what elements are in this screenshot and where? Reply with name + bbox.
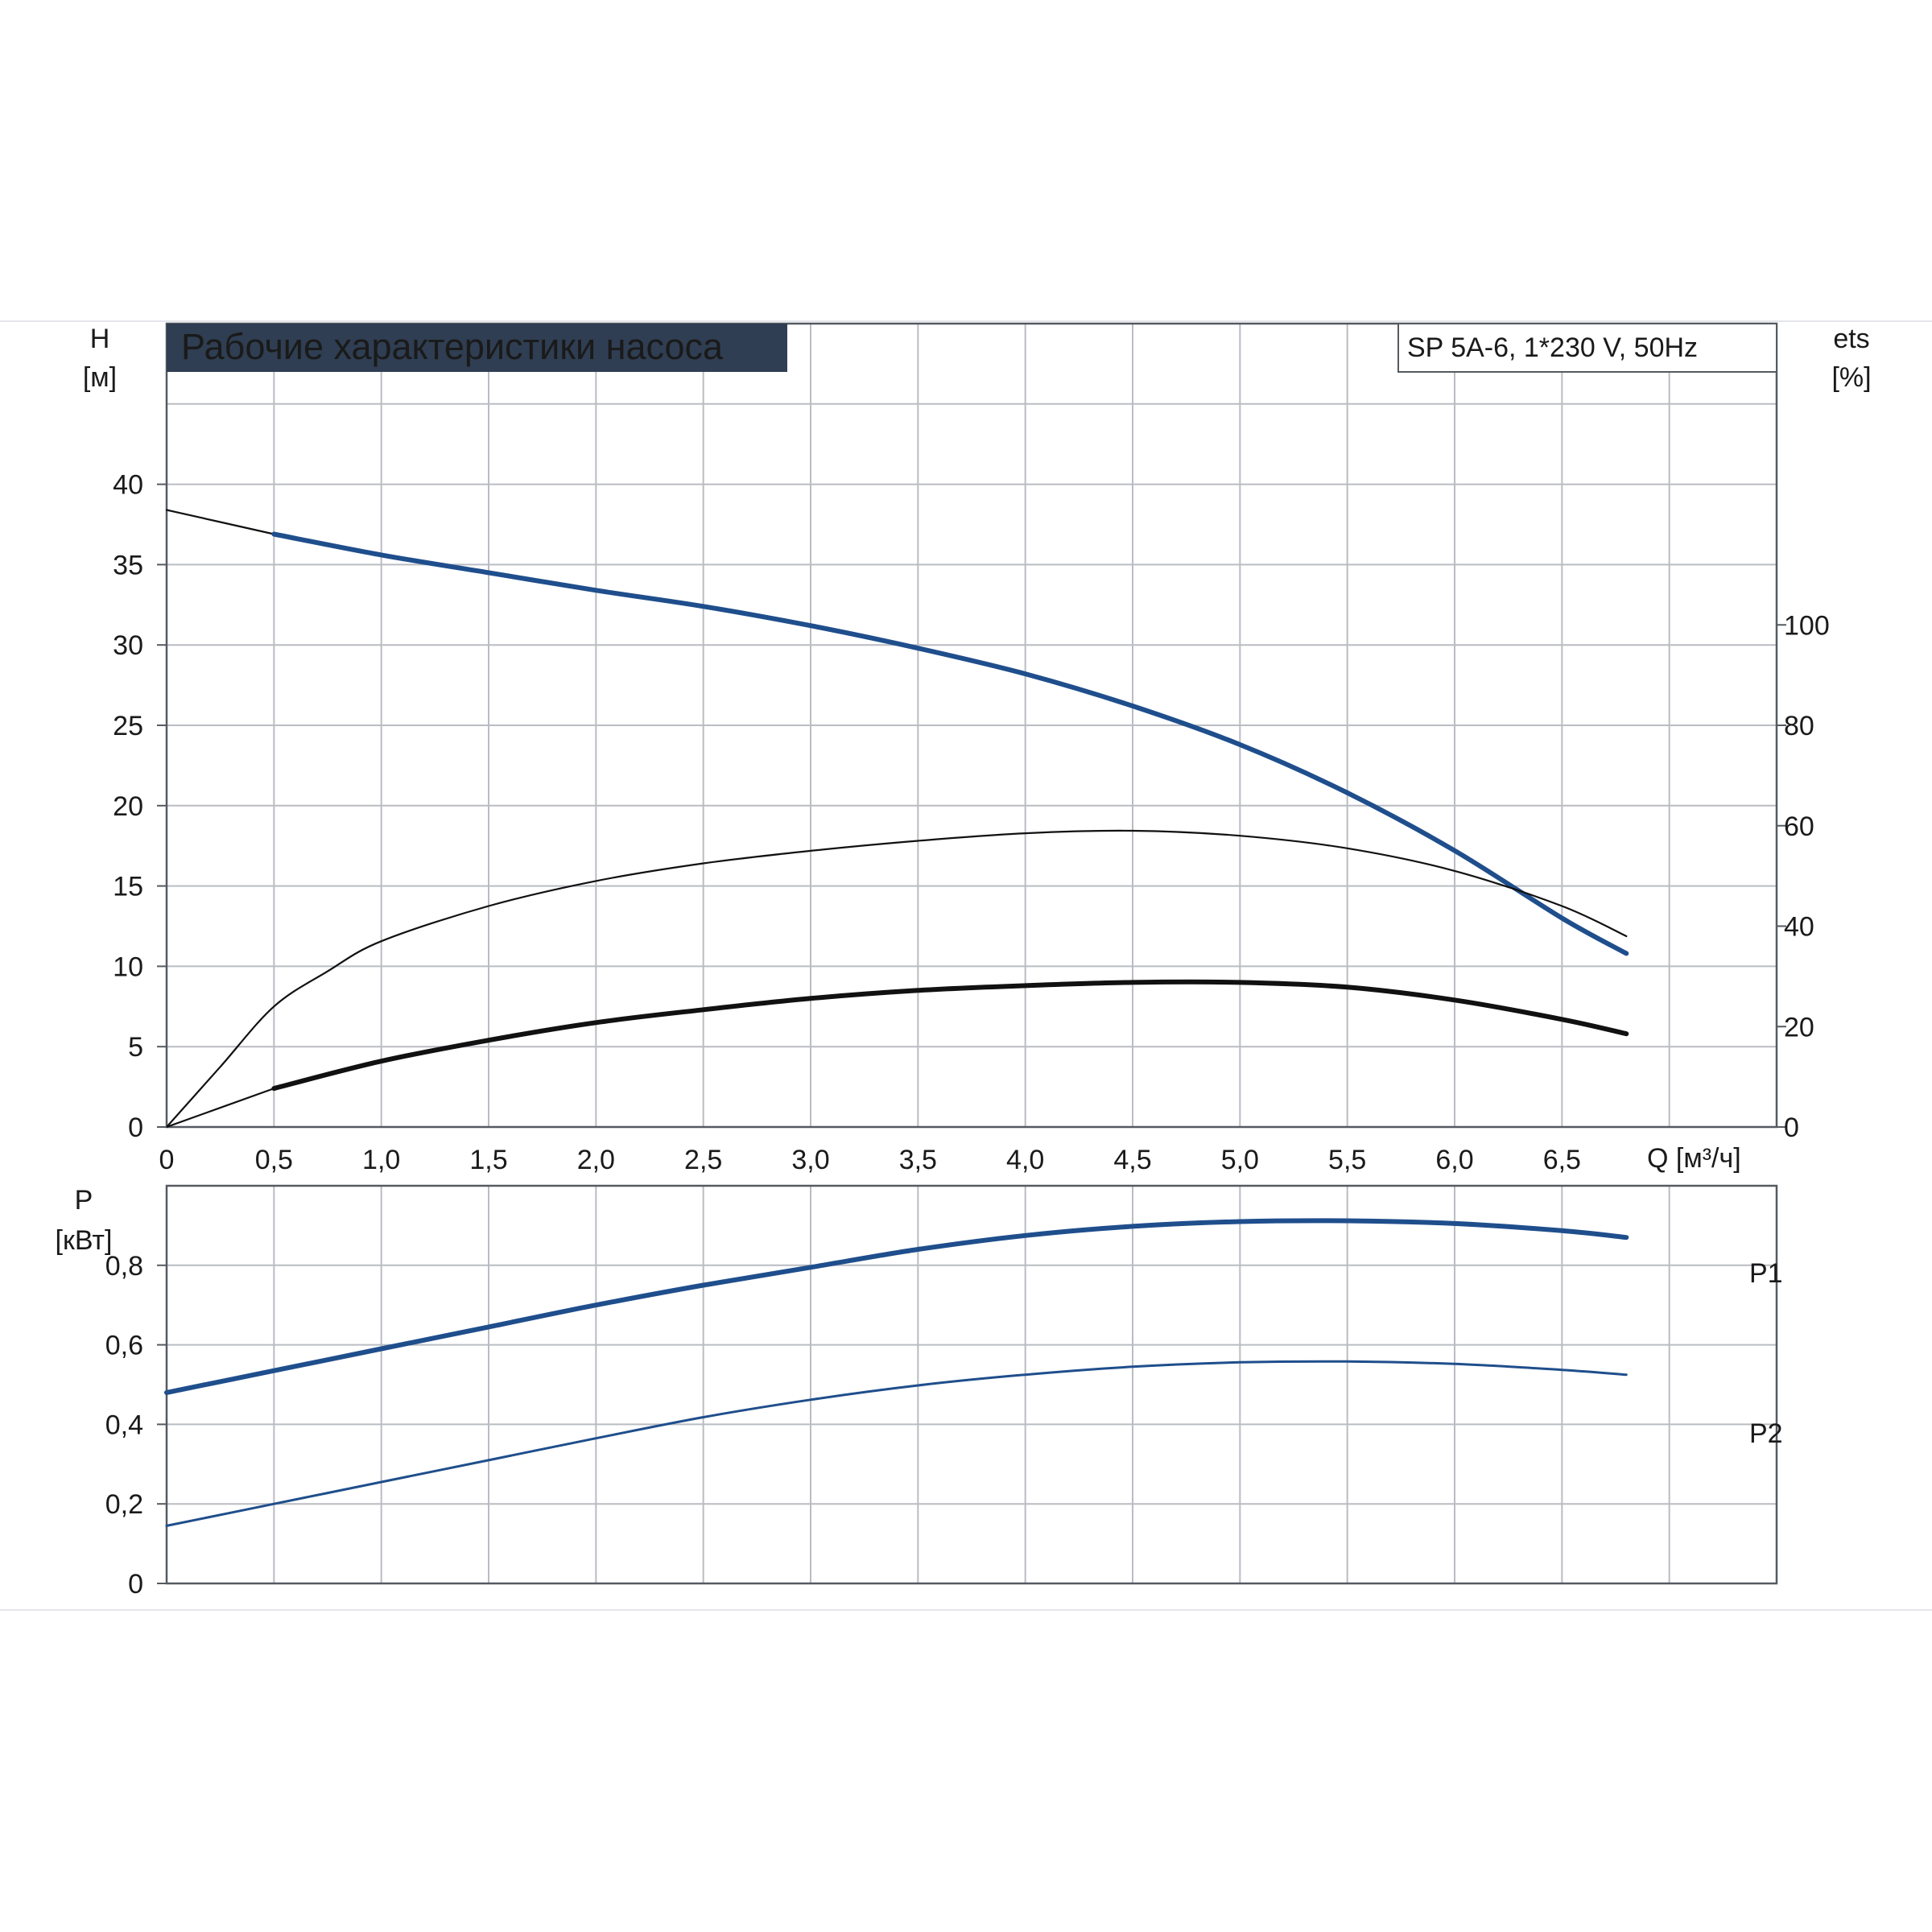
x-tick-label: 3,0 — [791, 1145, 829, 1175]
y-tick-label: 30 — [113, 630, 143, 661]
p-tick-label: 0 — [128, 1569, 143, 1600]
eta-tick-label: 60 — [1784, 811, 1814, 842]
x-tick-label: 6,5 — [1543, 1145, 1581, 1175]
y-tick-label: 35 — [113, 550, 143, 580]
p-tick-label: 0,4 — [105, 1410, 143, 1440]
eta-tick-label: 100 — [1784, 610, 1830, 641]
chart-title: Рабочие характеристики насоса — [181, 326, 724, 367]
tick-labels: 0 0,5 1,0 1,5 2,0 2,5 3,0 3,5 4,0 4,5 5,0 5,5 6,0 6,5… — [105, 470, 1830, 1600]
main-curves — [165, 509, 1629, 1129]
model-label: SP 5A-6, 1*230 V, 50Hz — [1407, 332, 1698, 363]
title-box — [167, 324, 787, 372]
power-grid — [167, 1186, 1777, 1583]
eta-axis-label: ets — [1833, 324, 1869, 354]
x-tick-label: 2,5 — [684, 1145, 722, 1175]
h-axis-label: H — [90, 324, 110, 354]
top-divider — [0, 320, 1932, 322]
y-tick-label: 0 — [128, 1113, 143, 1143]
y-tick-label: 20 — [113, 791, 143, 822]
p-axis-label: P — [75, 1185, 93, 1216]
eta-tick-label: 20 — [1784, 1012, 1814, 1042]
x-tick-label: 0 — [159, 1145, 175, 1175]
p-tick-label: 0,2 — [105, 1489, 143, 1520]
y-tick-label: 10 — [113, 952, 143, 982]
curve-main-2 — [165, 829, 1628, 1129]
eta-tick-label: 0 — [1784, 1113, 1799, 1143]
eta-axis-unit: [%] — [1831, 362, 1871, 393]
curve-main-3 — [165, 1088, 275, 1129]
curve-p1 — [164, 1218, 1629, 1395]
x-tick-label: 1,5 — [469, 1145, 507, 1175]
p-tick-label: 0,6 — [105, 1331, 143, 1361]
x-tick-label: 4,5 — [1113, 1145, 1151, 1175]
q-axis-label: Q [м³/ч] — [1647, 1143, 1741, 1174]
power-curves — [164, 1218, 1629, 1527]
eta-tick-label: 80 — [1784, 711, 1814, 741]
x-tick-label: 3,5 — [899, 1145, 937, 1175]
eta-tick-label: 40 — [1784, 912, 1814, 943]
curve-main-4 — [271, 979, 1629, 1092]
p-axis-unit: [кВт] — [56, 1225, 113, 1256]
curve-main-0 — [165, 509, 275, 535]
y-tick-label: 15 — [113, 872, 143, 902]
curve-p2 — [165, 1360, 1628, 1527]
power-plot-frame — [165, 1184, 1778, 1585]
p-tick-label: 0,8 — [105, 1251, 143, 1282]
x-tick-label: 1,0 — [362, 1145, 400, 1175]
y-tick-label: 5 — [128, 1032, 143, 1063]
x-tick-label: 4,0 — [1006, 1145, 1044, 1175]
x-tick-label: 2,0 — [577, 1145, 615, 1175]
series-label-p2: P2 — [1749, 1418, 1783, 1449]
bottom-divider — [0, 1609, 1932, 1611]
model-box — [1397, 323, 1777, 373]
x-tick-label: 0,5 — [255, 1145, 293, 1175]
curve-main-1 — [271, 531, 1629, 956]
y-tick-label: 40 — [113, 470, 143, 501]
main-grid — [167, 324, 1777, 1127]
x-tick-label: 5,5 — [1328, 1145, 1366, 1175]
y-tick-label: 25 — [113, 711, 143, 741]
h-axis-unit: [м] — [83, 362, 117, 393]
x-tick-label: 5,0 — [1221, 1145, 1259, 1175]
x-tick-label: 6,0 — [1435, 1145, 1473, 1175]
series-label-p1: P1 — [1749, 1258, 1783, 1289]
